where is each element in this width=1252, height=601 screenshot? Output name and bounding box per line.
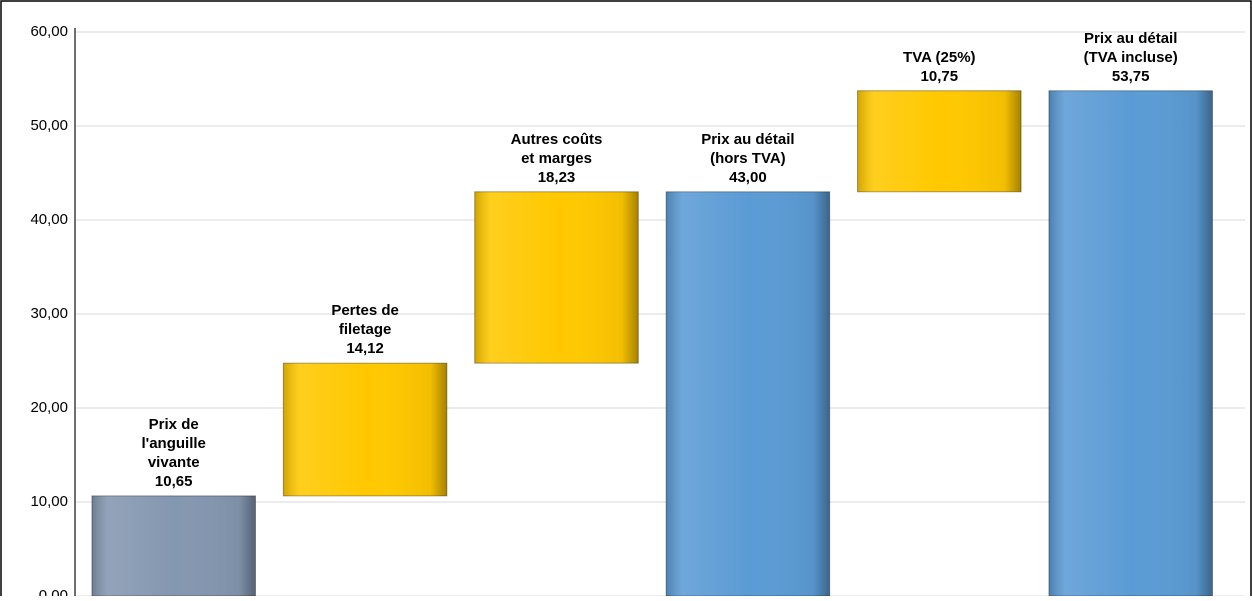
- category-label: Prix au détail: [701, 131, 794, 148]
- y-tick-label: 10,00: [30, 493, 68, 510]
- bar-shade: [857, 90, 1022, 192]
- category-label: (TVA incluse): [1084, 49, 1178, 66]
- y-tick-label: 20,00: [30, 399, 68, 416]
- value-label: 43,00: [729, 169, 767, 186]
- y-tick-label: 40,00: [30, 211, 68, 228]
- category-label: (hors TVA): [710, 150, 786, 167]
- y-tick-label: 60,00: [30, 23, 68, 40]
- category-label: l'anguille: [141, 435, 205, 452]
- value-label: 10,65: [155, 473, 193, 490]
- bar-shade: [1048, 90, 1213, 596]
- value-label: 10,75: [921, 68, 959, 85]
- bar-shade: [91, 495, 256, 596]
- value-label: 14,12: [346, 340, 384, 357]
- bar-shade: [474, 191, 639, 364]
- value-label: 53,75: [1112, 68, 1150, 85]
- y-tick-label: 50,00: [30, 117, 68, 134]
- category-label: Prix au détail: [1084, 30, 1177, 47]
- bar-shade: [666, 191, 830, 597]
- y-tick-label: 0,00: [39, 587, 68, 596]
- category-label: TVA (25%): [903, 49, 976, 66]
- y-tick-label: 30,00: [30, 305, 68, 322]
- category-label: Autres coûts: [511, 131, 603, 148]
- bar-shade: [283, 363, 447, 496]
- category-label: vivante: [148, 454, 200, 471]
- category-label: filetage: [339, 321, 392, 338]
- value-label: 18,23: [538, 169, 576, 186]
- category-label: et marges: [521, 150, 592, 167]
- category-label: Prix de: [149, 416, 199, 433]
- category-label: Pertes de: [331, 302, 399, 319]
